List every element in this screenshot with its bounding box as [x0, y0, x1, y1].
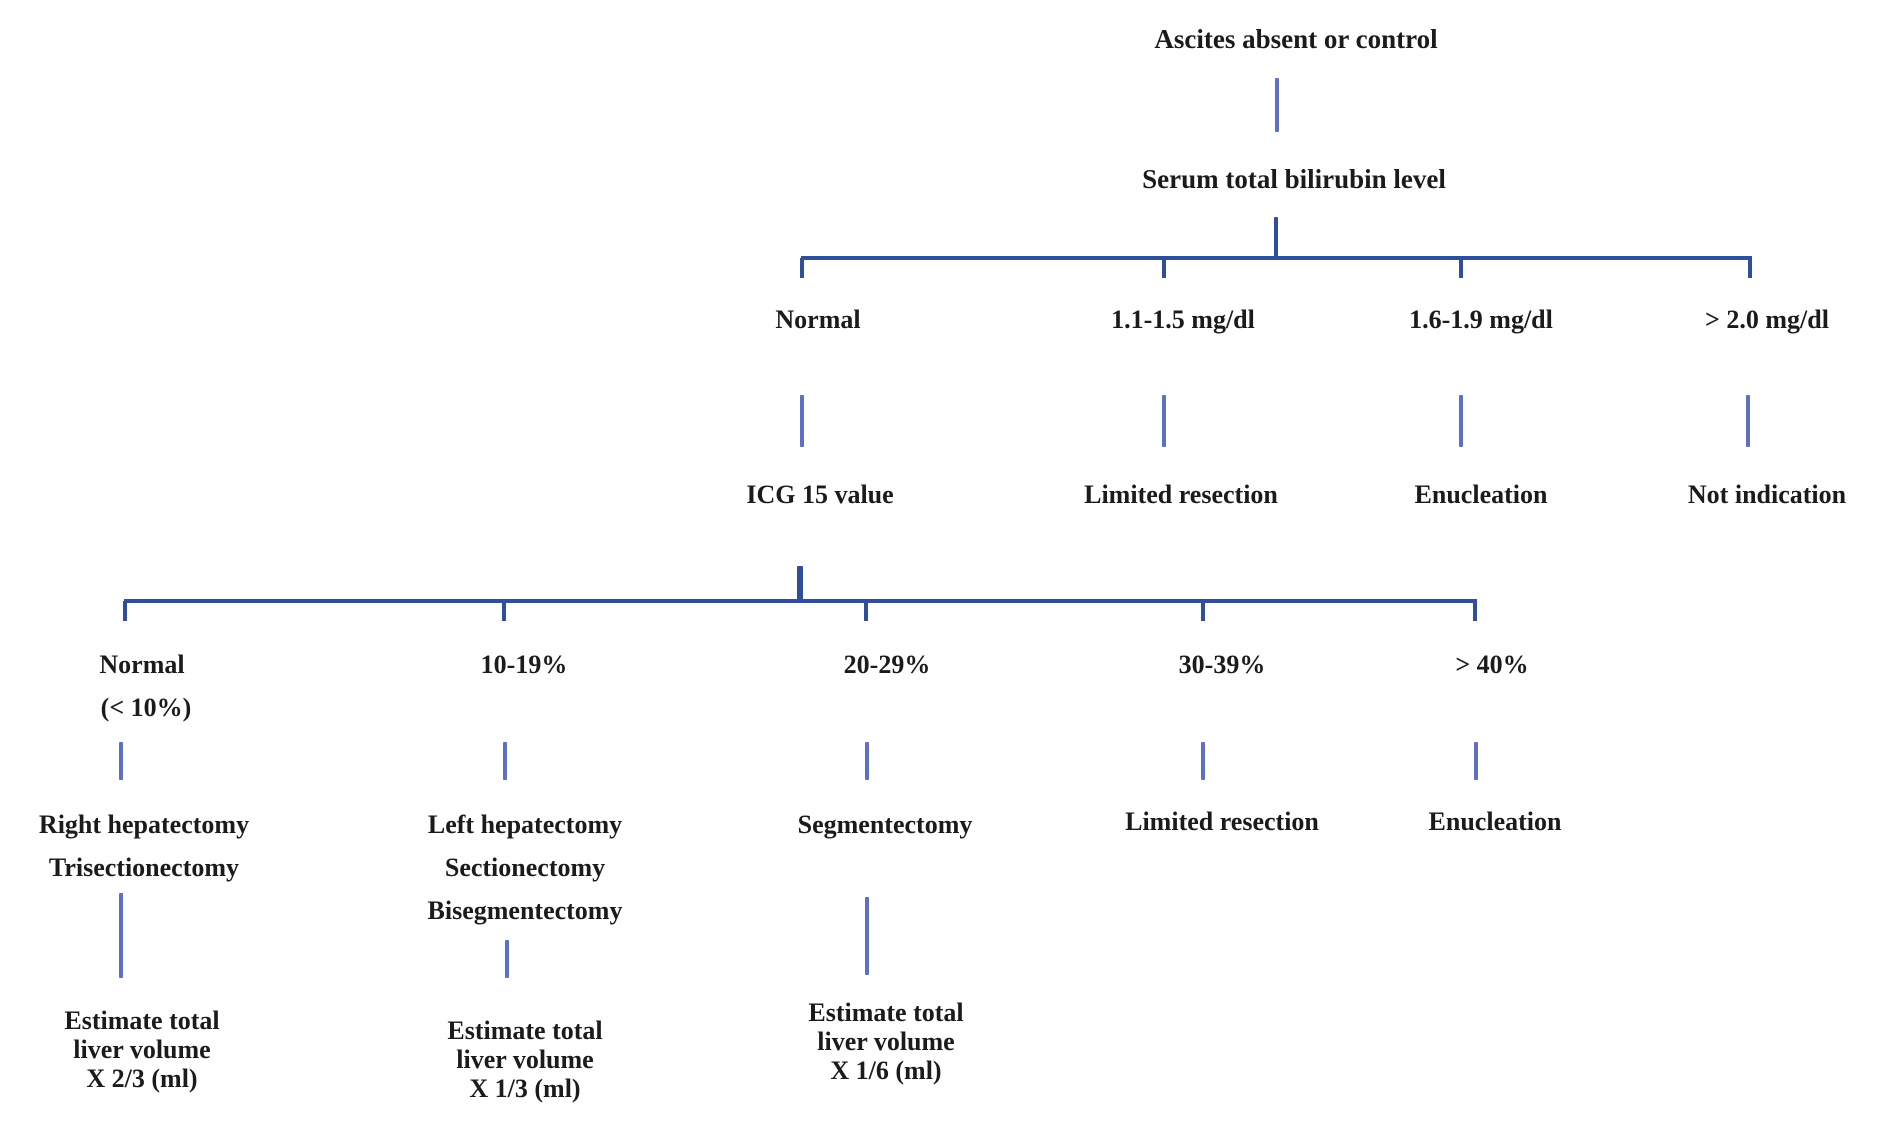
- connector-icg2-procedures: [503, 742, 507, 780]
- procedure-line: Left hepatectomy: [427, 810, 623, 839]
- node-limited-resection-lower: Limited resection: [1125, 800, 1319, 843]
- tick-icg-2: [502, 601, 506, 621]
- node-procedures-icg2: Left hepatectomy Sectionectomy Bisegment…: [428, 803, 623, 932]
- connector-icg2-volume: [505, 940, 509, 978]
- connector-icg3-procedures: [865, 742, 869, 780]
- tick-bilirubin-2: [1162, 258, 1166, 278]
- connector-not-indication: [1746, 395, 1750, 447]
- connector-ascites-bilirubin: [1275, 78, 1279, 132]
- volume-line: Estimate total: [447, 1016, 603, 1045]
- connector-icg4-procedures: [1201, 742, 1205, 780]
- procedure-line: Enucleation: [1428, 807, 1562, 836]
- volume-line: X 2/3 (ml): [86, 1064, 198, 1093]
- stem-icg: [797, 566, 803, 602]
- node-ascites: Ascites absent or control: [1154, 24, 1438, 54]
- procedure-line: Sectionectomy: [444, 853, 606, 882]
- node-volume-icg2: Estimate total liver volume X 1/3 (ml): [447, 1016, 602, 1103]
- node-volume-icg1: Estimate total liver volume X 2/3 (ml): [64, 1006, 219, 1093]
- tick-bilirubin-4: [1748, 258, 1752, 278]
- branch-line-icg: [124, 599, 1477, 603]
- node-procedures-icg3: Segmentectomy: [798, 803, 973, 846]
- node-icg-10-19: 10-19%: [480, 650, 568, 679]
- volume-line: liver volume: [73, 1035, 211, 1064]
- node-bilirubin-normal: Normal: [775, 305, 861, 334]
- connector-limited-resection: [1162, 395, 1166, 447]
- node-bilirubin-1-6-1-9: 1.6-1.9 mg/dl: [1409, 305, 1553, 334]
- connector-enucleation: [1459, 395, 1463, 447]
- node-limited-resection-upper: Limited resection: [1084, 480, 1278, 509]
- node-bilirubin-1-1-1-5: 1.1-1.5 mg/dl: [1111, 305, 1255, 334]
- connector-normal-icg: [800, 395, 804, 447]
- volume-line: Estimate total: [808, 998, 964, 1027]
- node-icg-over-40: > 40%: [1455, 650, 1529, 679]
- node-volume-icg3: Estimate total liver volume X 1/6 (ml): [808, 998, 963, 1085]
- tick-icg-4: [1201, 601, 1205, 621]
- volume-line: X 1/3 (ml): [469, 1074, 581, 1103]
- connector-icg1-volume: [119, 893, 123, 978]
- node-enucleation-upper: Enucleation: [1414, 480, 1548, 509]
- branch-line-bilirubin: [801, 256, 1752, 260]
- volume-line: Estimate total: [64, 1006, 220, 1035]
- node-icg-normal: Normal: [99, 650, 185, 679]
- node-icg-15-value: ICG 15 value: [746, 480, 894, 509]
- procedure-line: Trisectionectomy: [48, 853, 240, 882]
- tick-bilirubin-3: [1459, 258, 1463, 278]
- connector-icg1-procedures: [119, 742, 123, 780]
- procedure-line: Segmentectomy: [797, 810, 973, 839]
- tick-icg-3: [864, 601, 868, 621]
- volume-line: liver volume: [817, 1027, 955, 1056]
- procedure-line: Bisegmentectomy: [427, 896, 623, 925]
- node-icg-20-29: 20-29%: [843, 650, 931, 679]
- node-bilirubin: Serum total bilirubin level: [1142, 164, 1446, 194]
- node-not-indication: Not indication: [1687, 480, 1847, 509]
- procedure-line: Limited resection: [1125, 807, 1319, 836]
- stem-bilirubin: [1274, 217, 1278, 258]
- node-icg-normal-sub: (< 10%): [100, 693, 192, 722]
- node-procedures-icg1: Right hepatectomy Trisectionectomy: [39, 803, 249, 889]
- node-icg-30-39: 30-39%: [1178, 650, 1266, 679]
- procedure-line: Right hepatectomy: [38, 810, 250, 839]
- tick-icg-5: [1473, 601, 1477, 621]
- node-bilirubin-over-2-0: > 2.0 mg/dl: [1705, 305, 1829, 334]
- volume-line: X 1/6 (ml): [830, 1056, 942, 1085]
- tick-bilirubin-1: [800, 258, 804, 278]
- tick-icg-1: [123, 601, 127, 621]
- node-enucleation-lower: Enucleation: [1429, 800, 1562, 843]
- connector-icg3-volume: [865, 897, 869, 975]
- connector-icg5-procedures: [1474, 742, 1478, 780]
- volume-line: liver volume: [456, 1045, 594, 1074]
